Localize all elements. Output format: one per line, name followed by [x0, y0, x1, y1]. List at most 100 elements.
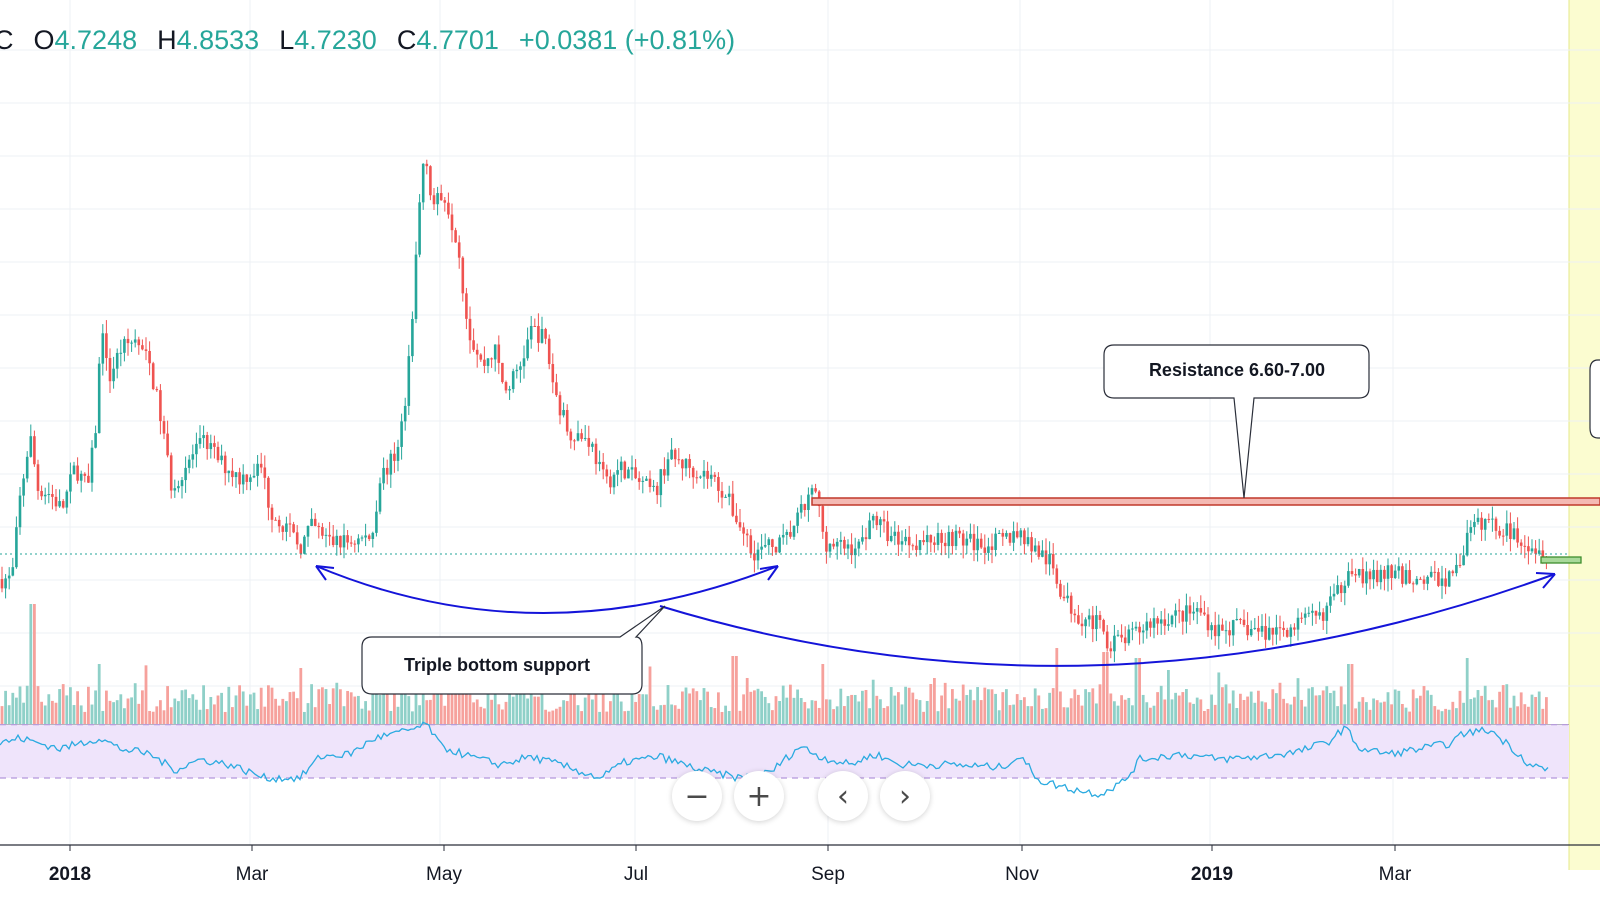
volume-bar: [1217, 672, 1221, 724]
candle-body: [933, 542, 936, 545]
volume-bar: [1285, 703, 1289, 724]
volume-bar: [1476, 690, 1480, 724]
candle-body: [904, 536, 907, 542]
volume-bar: [1073, 689, 1077, 724]
candle-body: [353, 543, 357, 545]
candle-body: [51, 494, 54, 497]
candle-body: [1361, 568, 1365, 584]
volume-bar: [983, 687, 987, 724]
candle-body: [832, 543, 835, 547]
candle-body: [1015, 531, 1019, 538]
candle-body: [767, 539, 771, 546]
candle-body: [36, 464, 40, 491]
volume-bar: [594, 694, 598, 724]
candle-body: [1329, 596, 1332, 606]
candle-body: [695, 477, 699, 479]
candle-body: [796, 512, 799, 526]
candle-body: [936, 532, 940, 545]
volume-bar: [378, 694, 382, 724]
volume-bar: [1195, 697, 1199, 724]
candle-body: [825, 531, 828, 552]
candle-body: [839, 539, 843, 542]
scroll-left-button[interactable]: ‹: [818, 771, 868, 821]
volume-bar: [69, 687, 72, 724]
volume-bar: [324, 689, 328, 724]
candle-body: [1041, 550, 1044, 557]
x-tick-label: Sep: [811, 864, 845, 885]
candle-body: [789, 531, 792, 537]
volume-bar: [558, 706, 562, 724]
open-key: O: [33, 24, 55, 55]
candle-body: [659, 469, 663, 496]
candle-body: [1444, 578, 1447, 587]
candle-body: [699, 476, 702, 478]
candle-body: [526, 339, 529, 359]
candle-body: [393, 453, 396, 461]
volume-bar: [227, 686, 231, 724]
candle-body: [292, 524, 295, 533]
volume-bar: [1537, 691, 1541, 724]
candle-body: [0, 579, 4, 589]
candle-body: [58, 501, 61, 507]
volume-bar: [1541, 708, 1545, 724]
zoom-in-button[interactable]: +: [734, 771, 784, 821]
candle-body: [961, 533, 965, 546]
volume-bar: [133, 683, 137, 724]
candle-body: [1188, 605, 1192, 614]
volume-bar: [796, 689, 799, 724]
volume-bar: [1505, 684, 1509, 724]
volume-bar: [1257, 690, 1260, 724]
candle-body: [655, 485, 659, 496]
candle-body: [814, 488, 817, 492]
volume-bar: [1368, 709, 1372, 724]
volume-bar: [961, 684, 965, 724]
volume-bar: [641, 694, 645, 724]
volume-bar: [414, 691, 418, 724]
candle-body: [1516, 528, 1519, 543]
candle-body: [288, 523, 292, 525]
scroll-right-button[interactable]: ›: [880, 771, 930, 821]
candle-body: [490, 358, 493, 360]
candle-body: [781, 534, 785, 538]
low-key: L: [279, 24, 295, 55]
volume-bar: [457, 692, 461, 724]
volume-bar: [573, 692, 576, 724]
candle-body: [979, 538, 983, 548]
volume-bar: [522, 692, 526, 724]
candle-body: [501, 362, 504, 383]
candle-body: [641, 480, 645, 482]
volume-bar: [727, 711, 731, 724]
candle-body: [663, 469, 666, 476]
volume-bar: [1267, 708, 1271, 724]
candle-body: [133, 339, 137, 343]
volume-bar: [1264, 702, 1267, 724]
volume-bar: [1249, 691, 1253, 724]
volume-bar: [1260, 701, 1264, 724]
volume-bar: [263, 706, 267, 724]
candle-body: [1105, 631, 1109, 649]
zoom-out-button[interactable]: −: [672, 771, 722, 821]
candle-body: [1109, 648, 1113, 652]
volume-bar: [1170, 699, 1174, 724]
volume-bar: [1185, 689, 1188, 724]
volume-bar: [583, 697, 587, 724]
volume-bar: [691, 688, 695, 724]
candle-body: [1354, 574, 1357, 576]
volume-bar: [342, 706, 346, 724]
volume-bar: [1314, 695, 1318, 724]
volume-bar: [1534, 697, 1537, 724]
volume-bar: [1062, 707, 1066, 724]
candle-body: [735, 515, 738, 523]
candle-body: [875, 515, 879, 526]
candle-body: [213, 443, 216, 447]
volume-bar: [612, 689, 616, 724]
volume-bar: [1365, 702, 1368, 724]
candle-body: [22, 478, 25, 496]
volume-bar: [130, 697, 133, 724]
volume-bar: [1066, 707, 1069, 724]
volume-bar: [835, 706, 839, 724]
candle-body: [238, 472, 241, 485]
volume-bar: [544, 709, 547, 724]
